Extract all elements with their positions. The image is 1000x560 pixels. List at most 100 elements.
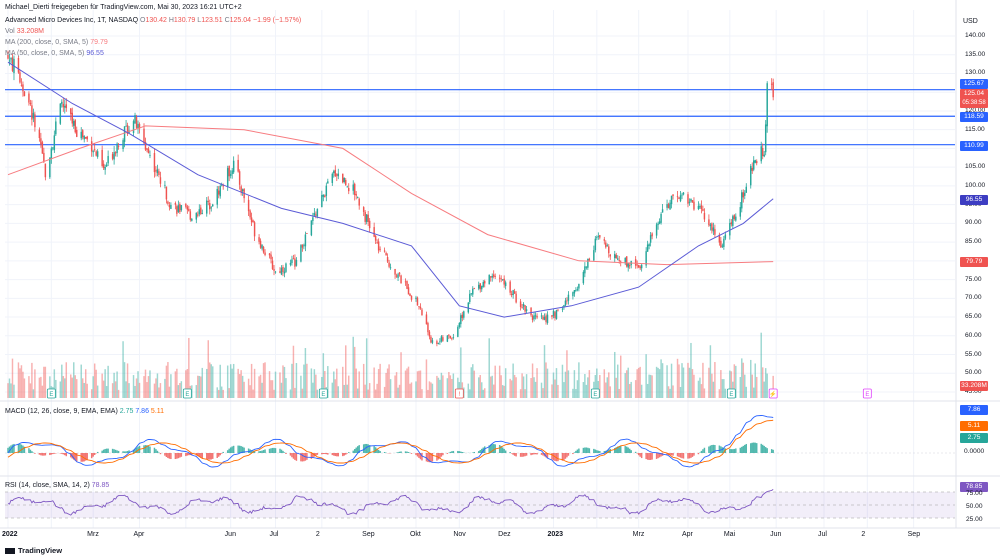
candle-body xyxy=(137,123,139,129)
volume-bar xyxy=(606,377,609,398)
volume-bar xyxy=(745,386,748,398)
macd-histogram-bar xyxy=(177,453,180,459)
macd-histogram-bar xyxy=(258,451,260,453)
candle-body xyxy=(229,174,232,176)
macd-histogram-bar xyxy=(43,453,45,456)
candle-body xyxy=(304,234,307,247)
candle-body xyxy=(439,341,441,343)
volume-bar xyxy=(71,377,73,398)
macd-legend[interactable]: MACD (12, 26, close, 9, EMA, EMA) 2.75 7… xyxy=(5,408,164,415)
macd-histogram-bar xyxy=(515,453,517,457)
time-tick: Sep xyxy=(907,531,921,538)
volume-bar xyxy=(404,370,407,398)
volume-bar xyxy=(20,365,23,398)
candle-body xyxy=(648,244,650,246)
macd-histogram-bar xyxy=(473,451,476,453)
event-marker-label: ! xyxy=(458,392,460,398)
volume-bar xyxy=(669,388,671,398)
candle-body xyxy=(636,264,638,266)
volume-bar xyxy=(400,352,402,398)
tradingview-logo[interactable]: TradingView xyxy=(5,546,62,555)
macd-histogram-bar xyxy=(690,453,692,458)
volume-bar xyxy=(261,382,263,398)
volume-bar xyxy=(114,381,117,398)
volume-bar xyxy=(655,366,658,398)
candle-body xyxy=(43,152,45,162)
candle-body xyxy=(65,104,68,109)
volume-bar xyxy=(209,362,211,398)
volume-bar xyxy=(427,389,429,398)
candle-body xyxy=(197,214,199,216)
candle-body xyxy=(247,199,250,212)
macd-histogram-bar xyxy=(228,448,230,453)
macd-histogram-bar xyxy=(238,445,241,453)
candle-body xyxy=(533,315,535,319)
macd-histogram-bar xyxy=(479,450,481,453)
volume-bar xyxy=(59,381,62,398)
candle-body xyxy=(534,315,537,317)
candle-body xyxy=(645,251,647,266)
candle-body xyxy=(415,297,417,300)
rsi-legend-label: RSI (14, close, SMA, 14, 2) xyxy=(5,482,90,489)
macd-histogram-bar xyxy=(398,451,401,453)
macd-histogram-bar xyxy=(754,442,756,453)
candle-body xyxy=(59,103,62,124)
candle-body xyxy=(637,264,640,268)
volume-bar xyxy=(658,369,661,398)
volume-bar xyxy=(285,378,287,398)
macd-histogram-bar xyxy=(28,448,30,453)
macd-histogram-bar xyxy=(64,453,66,456)
candle-body xyxy=(207,200,209,202)
macd-histogram-bar xyxy=(76,453,78,462)
volume-bar xyxy=(216,387,218,398)
macd-histogram-bar xyxy=(168,453,171,459)
rsi-badge: 78.85 xyxy=(960,482,988,492)
candle-body xyxy=(300,245,302,262)
volume-bar xyxy=(473,370,476,398)
candle-body xyxy=(228,165,230,177)
candle-body xyxy=(753,160,755,170)
volume-bar xyxy=(10,383,12,398)
price-tick: 105.00 xyxy=(965,163,986,171)
event-marker-label: E xyxy=(185,392,189,398)
ma50-line xyxy=(7,61,774,318)
volume-bar xyxy=(93,363,96,398)
candle-body xyxy=(146,148,148,150)
volume-bar xyxy=(164,378,166,398)
volume-bar xyxy=(38,377,41,398)
candle-body xyxy=(770,83,773,85)
macd-histogram-bar xyxy=(52,453,54,455)
macd-histogram-bar xyxy=(733,448,736,453)
volume-bar xyxy=(331,382,334,398)
volume-legend[interactable]: Vol 33.208M xyxy=(5,28,44,35)
event-marker-icon xyxy=(768,388,778,399)
volume-bar xyxy=(191,385,193,398)
candle-body xyxy=(620,261,622,263)
rsi-legend[interactable]: RSI (14, close, SMA, 14, 2) 78.85 xyxy=(5,482,109,489)
volume-bar xyxy=(572,388,574,398)
ohlc-h-label: H xyxy=(168,17,174,24)
candle-body xyxy=(555,310,558,319)
macd-histogram-bar xyxy=(397,452,399,453)
volume-bar xyxy=(552,372,555,398)
volume-bar xyxy=(92,376,94,398)
volume-bar xyxy=(232,363,235,398)
candle-body xyxy=(639,266,641,269)
ma50-legend[interactable]: MA (50, close, 0, SMA, 5) 96.55 xyxy=(5,50,104,57)
macd-histogram-bar xyxy=(128,450,130,453)
volume-bar xyxy=(111,383,114,398)
candle-body xyxy=(655,224,658,236)
candle-body xyxy=(104,166,106,170)
volume-bar xyxy=(397,387,399,398)
ma200-badge: 79.79 xyxy=(960,257,988,267)
candle-body xyxy=(49,157,51,178)
volume-bar xyxy=(492,384,495,398)
volume-bar xyxy=(467,383,470,398)
volume-bar xyxy=(7,383,9,398)
macd-histogram-bar xyxy=(599,450,601,453)
ma200-legend[interactable]: MA (200, close, 0, SMA, 5) 79.79 xyxy=(5,39,108,46)
macd-histogram-bar xyxy=(367,444,369,453)
candle-body xyxy=(179,204,181,212)
candle-body xyxy=(416,297,419,306)
